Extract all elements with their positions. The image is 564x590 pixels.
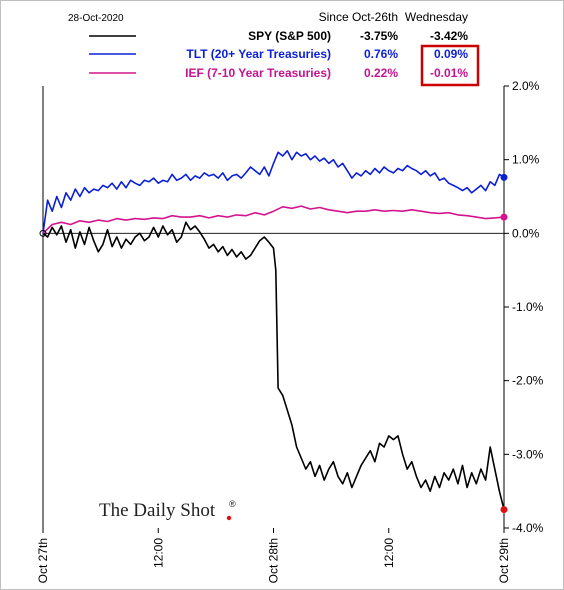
plot-area	[39, 86, 508, 528]
legend-wednesday-value: 0.09%	[434, 47, 468, 61]
series-end-marker	[500, 213, 508, 221]
x-tick-label: 12:00	[382, 538, 396, 568]
watermark-dot	[226, 515, 232, 521]
series-line	[42, 221, 505, 510]
y-tick-label: -4.0%	[512, 521, 544, 535]
legend-series-name: TLT (20+ Year Treasuries)	[186, 47, 331, 61]
legend-since-value: 0.22%	[364, 66, 398, 80]
x-axis: Oct 27th 12:00 Oct 28th 12:00 Oct 29th	[36, 528, 511, 583]
legend-since-value: 0.76%	[364, 47, 398, 61]
y-axis: 2.0% 1.0% 0.0% -1.0% -2.0% -3.0% -4.0%	[504, 79, 544, 535]
legend-header-since: Since Oct-26th	[319, 10, 398, 24]
watermark-registered: ®	[229, 499, 236, 509]
x-tick-label: Oct 28th	[267, 538, 281, 583]
x-tick-label: 12:00	[151, 538, 165, 568]
y-tick-label: 1.0%	[512, 153, 540, 167]
x-tick-label: Oct 29th	[497, 538, 511, 583]
y-tick-label: -1.0%	[512, 300, 544, 314]
legend: 28-Oct-2020 Since Oct-26th Wednesday SPY (S…	[68, 10, 480, 87]
series-line	[42, 150, 505, 234]
start-marker	[39, 229, 47, 237]
watermark-text: The Daily Shot	[99, 500, 216, 521]
series-line	[42, 205, 505, 234]
highlight-box	[420, 44, 480, 87]
series-end-marker	[500, 173, 508, 181]
legend-since-value: -3.75%	[360, 29, 398, 43]
y-tick-label: -3.0%	[512, 447, 544, 461]
x-tick-label: Oct 27th	[36, 538, 50, 583]
legend-wednesday-value: -0.01%	[430, 66, 468, 80]
y-tick-label: -2.0%	[512, 374, 544, 388]
y-tick-label: 0.0%	[512, 226, 540, 240]
legend-header-wednesday: Wednesday	[405, 10, 468, 24]
y-tick-label: 2.0%	[512, 79, 540, 93]
watermark: The Daily Shot ®	[99, 499, 236, 521]
legend-series-name: IEF (7-10 Year Treasuries)	[185, 66, 331, 80]
series-end-marker	[500, 506, 508, 514]
date-label: 28-Oct-2020	[68, 13, 124, 24]
legend-series-name: SPY (S&P 500)	[248, 29, 331, 43]
legend-wednesday-value: -3.42%	[430, 29, 468, 43]
